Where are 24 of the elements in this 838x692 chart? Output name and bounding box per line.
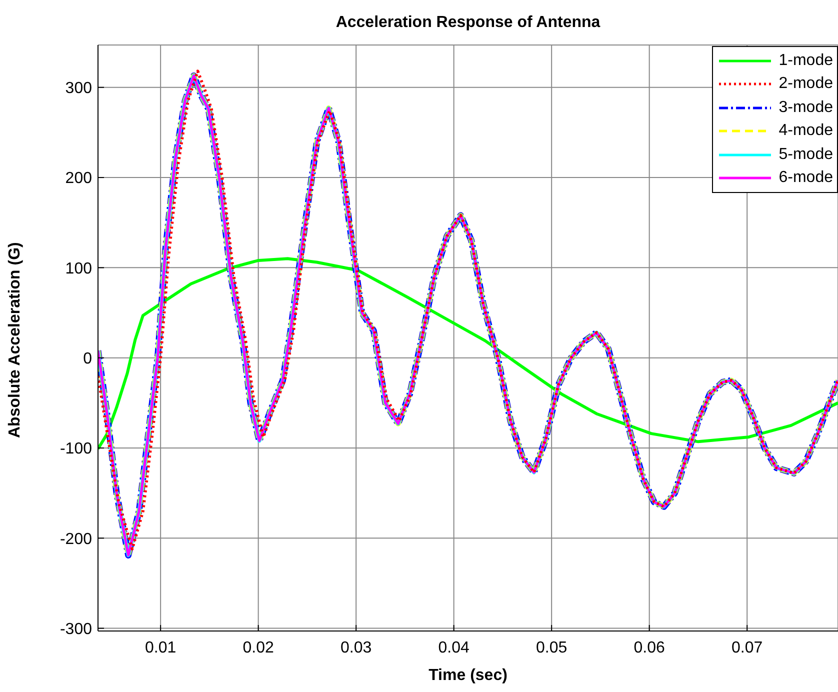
legend-label: 6-mode bbox=[778, 169, 833, 188]
legend-label: 1-mode bbox=[778, 52, 833, 70]
y-tick-label: 0 bbox=[83, 350, 92, 368]
legend-label: 5-mode bbox=[778, 146, 833, 164]
line-series bbox=[98, 257, 838, 450]
legend-label: 4-mode bbox=[778, 122, 833, 140]
x-tick-label: 0.05 bbox=[536, 639, 568, 656]
chart-title: Acceleration Response of Antenna bbox=[334, 14, 602, 32]
y-tick-label: 200 bbox=[65, 170, 92, 188]
y-tick-label: 100 bbox=[65, 260, 92, 278]
x-tick-label: 0.02 bbox=[242, 639, 274, 656]
x-tick-label: 0.01 bbox=[144, 639, 176, 656]
y-axis-title: Absolute Acceleration (G) bbox=[6, 242, 24, 438]
y-tick-label: 300 bbox=[65, 80, 92, 98]
y-tick-label: -100 bbox=[60, 440, 92, 458]
legend-label: 2-mode bbox=[778, 75, 833, 94]
x-tick-label: 0.06 bbox=[634, 639, 666, 656]
x-tick-label: 0.04 bbox=[438, 639, 470, 656]
x-axis-title: Time (sec) bbox=[428, 667, 508, 684]
x-tick-label: 0.07 bbox=[732, 639, 763, 656]
legend-label: 3-mode bbox=[778, 98, 833, 117]
y-tick-label: -300 bbox=[60, 620, 92, 638]
y-tick-label: -200 bbox=[60, 530, 92, 548]
x-tick-label: 0.03 bbox=[340, 639, 372, 656]
